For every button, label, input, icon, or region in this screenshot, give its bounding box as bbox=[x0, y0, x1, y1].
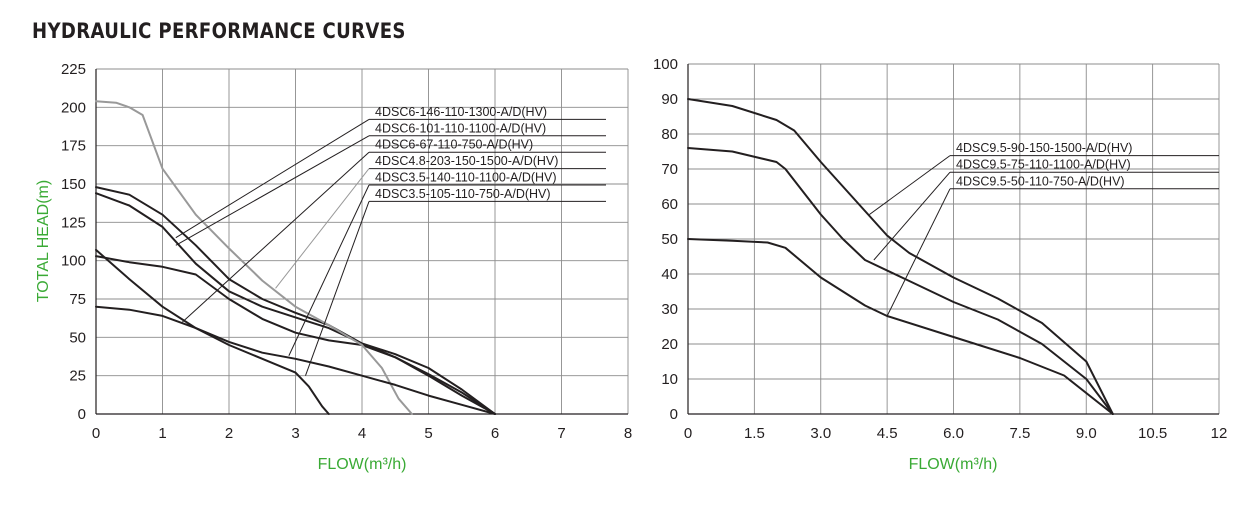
x-tick-label: 6.0 bbox=[943, 425, 964, 442]
y-tick-label: 100 bbox=[653, 56, 678, 73]
x-tick-label: 6 bbox=[491, 425, 499, 442]
legend-leader-line bbox=[175, 118, 370, 239]
y-tick-label: 225 bbox=[61, 61, 86, 78]
y-axis-label: TOTAL HEAD(m) bbox=[35, 180, 52, 302]
y-tick-label: 50 bbox=[661, 231, 678, 248]
y-tick-label: 80 bbox=[661, 126, 678, 143]
y-tick-label: 60 bbox=[661, 196, 678, 213]
legend-leader-line bbox=[175, 135, 370, 246]
x-tick-label: 4 bbox=[358, 425, 366, 442]
y-tick-label: 100 bbox=[61, 253, 86, 270]
y-tick-label: 0 bbox=[78, 406, 86, 423]
x-tick-label: 7.5 bbox=[1009, 425, 1030, 442]
x-tick-label: 3 bbox=[291, 425, 299, 442]
y-tick-label: 90 bbox=[661, 91, 678, 108]
legend-entry: 4DSC9.5-50-110-750-A/D(HV) bbox=[956, 174, 1125, 188]
x-tick-label: 0 bbox=[92, 425, 100, 442]
y-tick-label: 125 bbox=[61, 214, 86, 231]
series-line-2-1 bbox=[687, 98, 1114, 415]
page-title: HYDRAULIC PERFORMANCE CURVES bbox=[32, 19, 406, 43]
x-tick-label: 8 bbox=[624, 425, 632, 442]
y-tick-label: 20 bbox=[661, 336, 678, 353]
legend-leader-line bbox=[275, 168, 370, 289]
legend-entry: 4DSC9.5-75-110-1100-A/D(HV) bbox=[956, 158, 1131, 172]
y-tick-label: 25 bbox=[69, 368, 86, 385]
series-line-1-1 bbox=[95, 186, 496, 415]
y-tick-label: 10 bbox=[661, 371, 678, 388]
series-line-2-2 bbox=[687, 147, 1114, 415]
x-tick-label: 9.0 bbox=[1076, 425, 1097, 442]
y-tick-label: 150 bbox=[61, 176, 86, 193]
legend-entry: 4DSC4.8-203-150-1500-A/D(HV) bbox=[375, 154, 558, 168]
y-tick-label: 0 bbox=[670, 406, 678, 423]
series-line-1-4 bbox=[95, 100, 413, 415]
series-line-1-3 bbox=[95, 255, 496, 415]
x-tick-label: 7 bbox=[557, 425, 565, 442]
y-tick-label: 75 bbox=[69, 291, 86, 308]
x-tick-label: 10.5 bbox=[1138, 425, 1167, 442]
x-tick-label: 4.5 bbox=[877, 425, 898, 442]
y-tick-label: 40 bbox=[661, 266, 678, 283]
legend-entry: 4DSC9.5-90-150-1500-A/D(HV) bbox=[956, 141, 1132, 155]
x-tick-label: 0 bbox=[684, 425, 692, 442]
legend-entry: 4DSC6-101-110-1100-A/D(HV) bbox=[375, 121, 546, 135]
x-axis-label: FLOW(m³/h) bbox=[318, 456, 407, 473]
x-tick-label: 1 bbox=[158, 425, 166, 442]
x-tick-label: 12 bbox=[1211, 425, 1228, 442]
x-tick-label: 3.0 bbox=[810, 425, 831, 442]
series-line-1-5 bbox=[95, 248, 496, 415]
chart-2: 0 1.5 3.0 4.5 6.0 7.5 9.0 10.5 12 0 10 20 30 40 50 60 70… bbox=[653, 56, 1227, 473]
y-tick-label: 50 bbox=[69, 329, 86, 346]
legend-leader-line bbox=[305, 201, 370, 376]
legend-leader-line bbox=[182, 151, 370, 323]
y-tick-label: 30 bbox=[661, 301, 678, 318]
y-tick-label: 200 bbox=[61, 99, 86, 116]
legend-entry: 4DSC6-67-110-750-A/D(HV) bbox=[375, 138, 533, 152]
legend-entry: 4DSC3.5-140-110-1100-A/D(HV) bbox=[375, 171, 557, 185]
y-tick-label: 175 bbox=[61, 138, 86, 155]
series-line-2-3 bbox=[687, 238, 1114, 415]
series-line-1-2 bbox=[95, 192, 496, 415]
legend-leader-line bbox=[873, 171, 951, 261]
x-tick-label: 5 bbox=[424, 425, 432, 442]
legend-entry: 4DSC6-146-110-1300-A/D(HV) bbox=[375, 105, 547, 119]
legend-entry: 4DSC3.5-105-110-750-A/D(HV) bbox=[375, 187, 551, 201]
legend-leader-line bbox=[886, 188, 951, 317]
y-tick-label: 70 bbox=[661, 161, 678, 178]
x-tick-label: 2 bbox=[225, 425, 233, 442]
x-tick-label: 1.5 bbox=[744, 425, 765, 442]
legend-leader-line bbox=[288, 184, 370, 356]
chart-1: 0 1 2 3 4 5 6 7 8 0 25 50 75 100 125 150 175 200 225 FLOW(m… bbox=[35, 61, 632, 473]
legend-leader-line bbox=[869, 155, 951, 215]
series-line-1-6 bbox=[95, 305, 330, 415]
x-axis-label: FLOW(m³/h) bbox=[909, 456, 998, 473]
